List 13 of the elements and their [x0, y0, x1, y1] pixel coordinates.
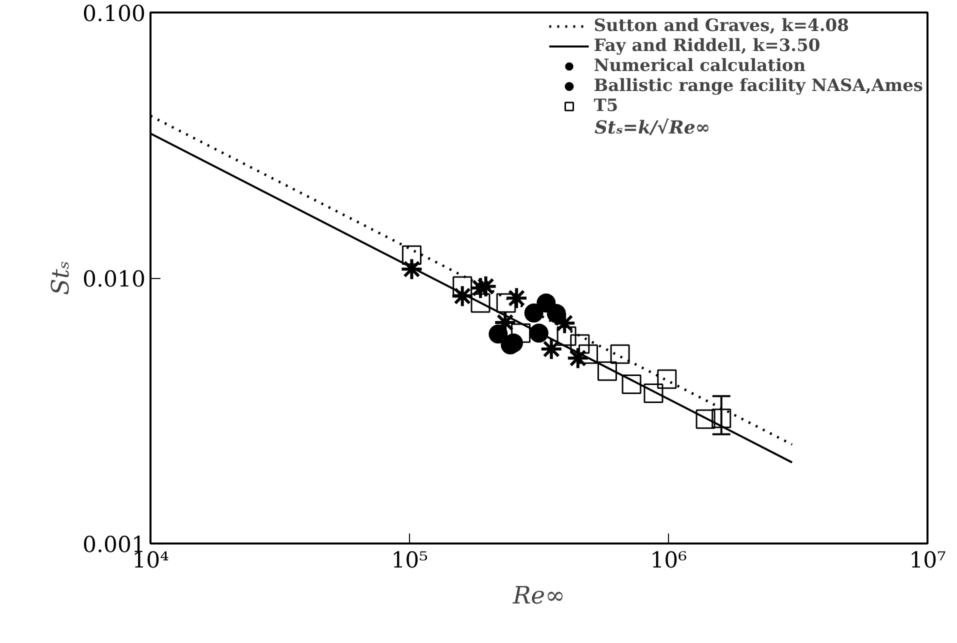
legend-label: Sutton and Graves, k=4.08 [594, 16, 849, 36]
x-axis-title: Re∞ [512, 582, 566, 610]
x-tick-label: 10⁵ [391, 548, 428, 574]
x-tick-label: 10⁷ [909, 548, 946, 574]
y-tick-label: 0.100 [82, 2, 146, 27]
legend-label: Numerical calculation [594, 56, 806, 76]
x-tick-label: 10⁶ [650, 548, 688, 574]
y-axis-title: Stₛ [46, 260, 75, 296]
annotation: Stₛ=k/√Re∞ [594, 118, 710, 138]
legend-label: Ballistic range facility NASA,Ames [594, 76, 923, 96]
legend-label: T5 [594, 96, 618, 116]
y-tick-label: 0.010 [82, 268, 146, 292]
legend-label: Fay and Riddell, k=3.50 [594, 36, 820, 56]
